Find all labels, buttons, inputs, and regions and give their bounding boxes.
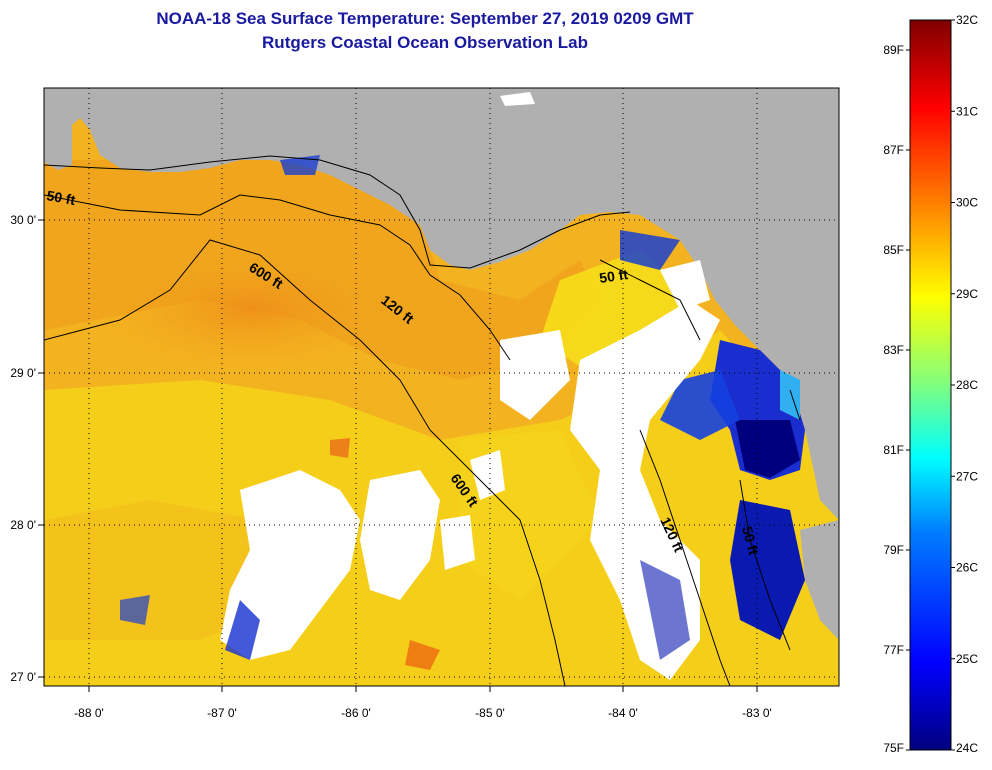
celsius-scale-label: 31C <box>956 104 978 118</box>
fahrenheit-scale-label: 79F <box>883 543 904 557</box>
land-area <box>44 88 839 520</box>
x-tick-label: -83 0' <box>742 706 772 720</box>
contour-label: 50 ft <box>739 525 762 557</box>
y-tick-label: 29 0' <box>10 366 36 380</box>
celsius-scale-label: 25C <box>956 652 978 666</box>
x-tick-label: -87 0' <box>207 706 237 720</box>
celsius-scale-label: 28C <box>956 378 978 392</box>
celsius-scale-label: 30C <box>956 196 978 210</box>
fahrenheit-scale-label: 83F <box>883 343 904 357</box>
fahrenheit-scale-label: 85F <box>883 243 904 257</box>
fahrenheit-scale-label: 89F <box>883 43 904 57</box>
contour-label: 50 ft <box>45 187 76 208</box>
x-tick-label: -84 0' <box>608 706 638 720</box>
celsius-scale-label: 27C <box>956 469 978 483</box>
x-tick-label: -86 0' <box>341 706 371 720</box>
color-scale-bar <box>909 19 952 751</box>
map-frame <box>43 87 840 687</box>
fahrenheit-scale-label: 81F <box>883 443 904 457</box>
x-tick-label: -88 0' <box>74 706 104 720</box>
celsius-scale-label: 32C <box>956 13 978 27</box>
y-tick-label: 28 0' <box>10 518 36 532</box>
contour-label: 50 ft <box>598 266 629 286</box>
fahrenheit-scale-label: 75F <box>883 741 904 755</box>
celsius-scale-label: 26C <box>956 561 978 575</box>
celsius-scale-label: 29C <box>956 287 978 301</box>
celsius-scale-label: 24C <box>956 741 978 755</box>
fahrenheit-scale-label: 87F <box>883 143 904 157</box>
y-tick-label: 27 0' <box>10 670 36 684</box>
map-subtitle: Rutgers Coastal Ocean Observation Lab <box>262 33 588 52</box>
map-title: NOAA-18 Sea Surface Temperature: Septemb… <box>156 9 694 28</box>
x-tick-label: -85 0' <box>475 706 505 720</box>
y-tick-label: 30 0' <box>10 213 36 227</box>
fahrenheit-scale-label: 77F <box>883 643 904 657</box>
